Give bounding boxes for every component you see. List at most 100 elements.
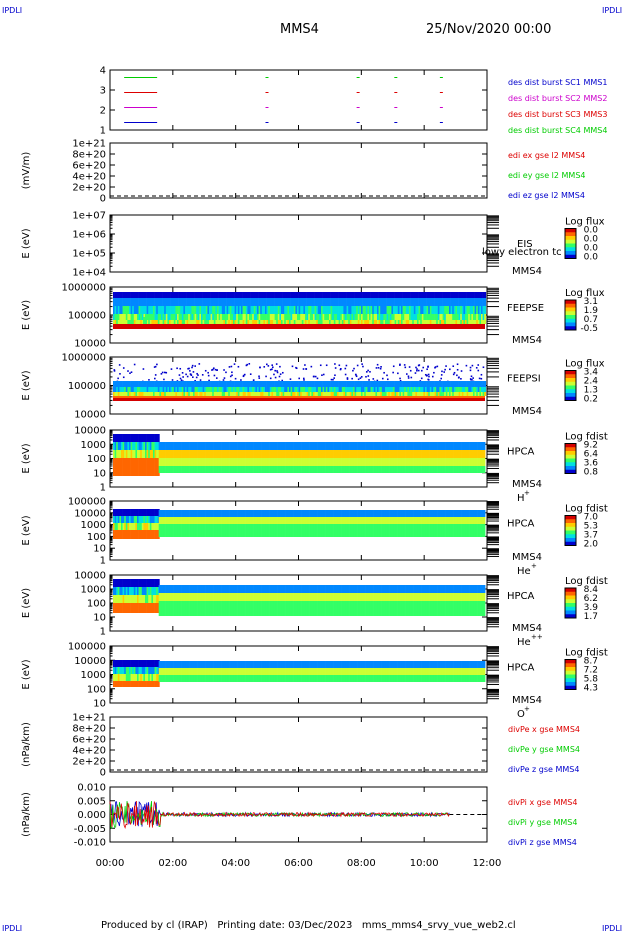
spectrum-cell-hpca_hepp [209, 585, 212, 593]
spectrum-cell-feepsi [401, 392, 403, 396]
spectrum-cell-hpca_he [467, 517, 470, 524]
spectrum-cell-hpca_h [374, 458, 377, 466]
spectrum-cell-feepse [465, 298, 467, 306]
spectrum-cell-hpca_he [385, 531, 388, 537]
spectrum-cell-feepsi [241, 381, 243, 387]
spectrum-cell-hpca_he [113, 523, 115, 530]
spectrum-cell-hpca_he [173, 517, 175, 524]
spectrum-cell-hpca_h [176, 450, 179, 458]
spectrum-cell-hpca_h [214, 466, 217, 473]
y-tick-label-edi: 2e+20 [72, 183, 106, 194]
spectrum-cell-feepsi [355, 374, 357, 376]
spectrum-cell-hpca_h [133, 442, 136, 450]
spectrum-cell-hpca_hepp [132, 595, 135, 603]
spectrum-cell-hpca_h [262, 458, 265, 466]
spectrum-cell-feepsi [133, 363, 136, 366]
spectrum-cell-feepsi [253, 381, 256, 387]
spectrum-cell-hpca_he [421, 531, 423, 537]
spectrum-cell-feepse [242, 314, 245, 320]
spectrum-cell-hpca_h [385, 466, 388, 473]
spectrum-cell-feepse [356, 314, 359, 320]
spectrum-cell-hpca_he [209, 524, 212, 531]
spectrum-cell-feepsi [247, 387, 250, 392]
spectrum-cell-hpca_h [462, 466, 465, 473]
spectrum-cell-feepse [465, 306, 467, 314]
spectrum-cell-feepse [135, 306, 138, 314]
y-tick-label-hpca_hepp: 1 [100, 627, 106, 638]
spectrum-cell-feepsi [340, 381, 343, 387]
spectrum-cell-feepse [122, 320, 125, 324]
spectrum-cell-feepse [402, 292, 405, 298]
spectrum-cell-feepse [474, 292, 477, 298]
spectrum-cell-feepsi [460, 370, 463, 372]
spectrum-cell-hpca_h [457, 466, 460, 473]
spectrum-cell-feepse [381, 292, 384, 298]
spectrum-cell-hpca_he [363, 531, 366, 537]
spectrum-cell-hpca_he [390, 531, 393, 537]
spectrum-cell-feepse [393, 314, 395, 320]
spectrum-cell-hpca_h [281, 442, 284, 450]
spectrum-cell-hpca_h [483, 442, 486, 450]
spectrum-cell-hpca_he [257, 517, 260, 524]
spectrum-cell-hpca_h [253, 458, 255, 466]
spectrum-cell-hpca_he [310, 524, 313, 531]
spectrum-cell-feepsi [234, 377, 237, 380]
legend-entry-edi: edi ey gse l2 MMS4 [508, 171, 586, 180]
spectrum-cell-hpca_he [425, 510, 428, 517]
spectrum-cell-feepse [297, 306, 299, 314]
spectrum-cell-feepsi [474, 392, 477, 396]
spectrum-cell-hpca_h [281, 458, 284, 466]
spectrum-cell-hpca_hepp [179, 585, 182, 593]
spectrum-cell-hpca_hepp [289, 585, 292, 593]
spectrum-cell-feepsi [243, 373, 246, 376]
spectrum-cell-feepsi [298, 387, 301, 392]
spectrum-cell-hpca_h [381, 442, 383, 450]
spectrum-cell-feepsi [163, 371, 166, 374]
spectrum-cell-hpca_h [119, 434, 122, 442]
spectrum-cell-hpca_h [151, 442, 154, 450]
spectrum-cell-feepsi [325, 392, 328, 396]
spectrum-cell-hpca_h [315, 458, 318, 466]
spectrum-cell-hpca_h [192, 466, 195, 473]
spectrum-cell-feepsi [157, 392, 160, 396]
spectrum-cell-feepse [469, 320, 472, 324]
spectrum-cell-hpca_he [137, 509, 139, 516]
spectrum-cell-feepse [362, 314, 365, 320]
spectrum-cell-feepsi [269, 368, 272, 371]
spectrum-cell-feepse [316, 314, 319, 320]
spectrum-cell-feepsi [231, 387, 234, 392]
spectrum-cell-hpca_he [211, 517, 214, 524]
spectrum-cell-feepsi [186, 375, 189, 378]
spectrum-cell-hpca_hepp [422, 585, 425, 593]
spectrum-cell-feepse [396, 320, 399, 324]
spectrum-cell-feepse [172, 314, 175, 320]
spectrum-cell-feepsi [370, 392, 373, 396]
spectrum-cell-feepse [361, 306, 363, 314]
spectrum-cell-feepsi [263, 387, 266, 392]
spectrum-cell-hpca_he [393, 517, 396, 524]
spectrum-cell-feepsi [354, 387, 357, 392]
spectrum-cell-hpca_h [416, 466, 419, 473]
spectrum-cell-feepse [445, 314, 448, 320]
spectrum-cell-hpca_h [389, 466, 391, 473]
spectrum-cell-hpca_he [238, 531, 241, 537]
spectrum-cell-feepsi [305, 392, 307, 396]
spectrum-cell-feepsi [164, 387, 167, 392]
spectrum-cell-feepse [285, 320, 288, 324]
spectrum-cell-hpca_he [417, 524, 420, 531]
spectrum-cell-hpca_he [176, 510, 179, 517]
spectrum-cell-hpca_he [201, 517, 204, 524]
colorbar-tick-label: 0.0 [584, 253, 599, 263]
spectrum-cell-feepsi [281, 379, 284, 382]
spectrum-cell-feepse [186, 298, 189, 306]
spectrum-cell-hpca_hepp [283, 585, 286, 593]
spectrum-cell-hpca_h [125, 458, 128, 476]
spectrum-cell-feepse [468, 292, 471, 298]
spectrum-cell-feepsi [466, 392, 469, 396]
spectrum-cell-feepse [237, 298, 240, 306]
spectrum-cell-feepsi [156, 381, 159, 387]
spectrum-cell-hpca_h [449, 442, 452, 450]
spectrum-cell-hpca_he [265, 517, 268, 524]
spectrum-cell-feepse [194, 320, 197, 324]
spectrum-cell-hpca_he [141, 530, 144, 539]
